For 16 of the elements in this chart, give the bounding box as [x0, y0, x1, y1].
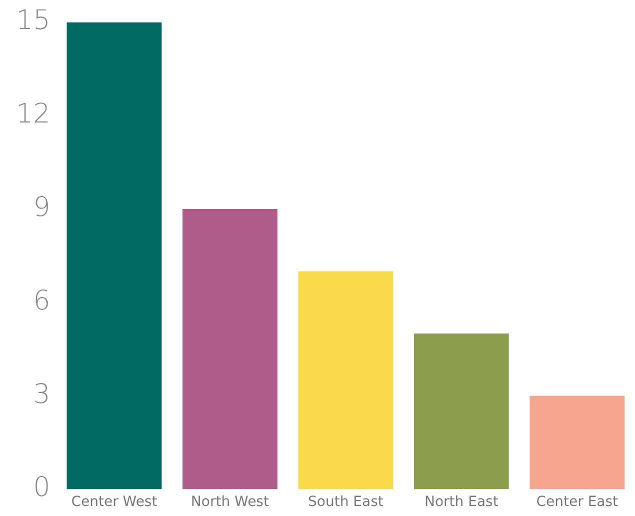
- y-tick-label: 15: [16, 5, 50, 36]
- bar: [182, 209, 278, 490]
- bar: [414, 334, 509, 490]
- x-tick-label: North West: [190, 494, 270, 510]
- x-tick-label: South East: [308, 494, 384, 510]
- x-tick-label: Center East: [536, 494, 619, 510]
- y-tick-label: 6: [33, 285, 50, 316]
- x-tick-label: Center West: [71, 494, 158, 510]
- y-tick-label: 12: [16, 98, 50, 130]
- bar: [298, 271, 394, 490]
- y-tick-label: 0: [33, 472, 50, 504]
- bar: [530, 396, 625, 490]
- y-tick-label: 9: [33, 192, 50, 224]
- bar: [66, 22, 162, 490]
- x-tick-label: North East: [424, 494, 499, 510]
- y-tick-label: 3: [33, 378, 50, 410]
